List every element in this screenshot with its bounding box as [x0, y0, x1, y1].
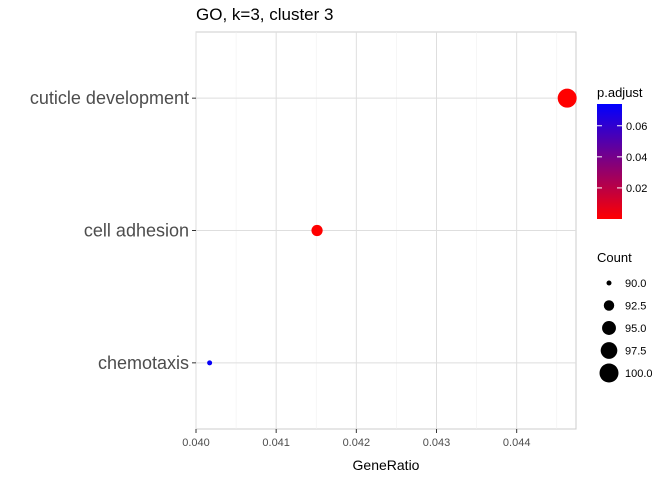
x-tick-label: 0.041: [262, 437, 290, 449]
y-tick-label: cuticle development: [30, 88, 189, 108]
size-legend-label: 100.0: [625, 368, 653, 380]
size-legend-key: [599, 363, 619, 383]
color-legend-label: 0.06: [626, 121, 647, 133]
color-legend-bar: [597, 104, 622, 219]
color-legend-title: p.adjust: [597, 85, 643, 100]
size-legend-label: 95.0: [625, 323, 646, 335]
size-legend-key: [600, 342, 618, 359]
size-legend-label: 92.5: [625, 301, 646, 313]
size-legend: Count 90.0 92.5 95.0 97.5 100.0: [597, 250, 653, 383]
data-points: [207, 88, 577, 366]
size-legend-key: [602, 321, 616, 335]
data-point: [557, 88, 577, 108]
y-tick-label: chemotaxis: [98, 353, 189, 373]
y-tick-label: cell adhesion: [84, 221, 189, 241]
data-point: [311, 224, 323, 237]
color-legend-label: 0.02: [626, 183, 647, 195]
x-tick-label: 0.044: [503, 437, 531, 449]
chart-title: GO, k=3, cluster 3: [196, 5, 333, 24]
x-tick-label: 0.042: [343, 437, 371, 449]
size-legend-key: [603, 300, 615, 311]
data-point: [207, 360, 213, 366]
y-axis-labels: cuticle development cell adhesion chemotax…: [30, 88, 196, 373]
color-legend-ticks: 0.02 0.04 0.06: [597, 121, 647, 195]
x-tick-label: 0.043: [423, 437, 451, 449]
color-legend-label: 0.04: [626, 152, 647, 164]
x-tick-label: 0.040: [182, 437, 210, 449]
color-legend: p.adjust 0.02 0.04 0.06: [597, 85, 647, 219]
size-legend-label: 90.0: [625, 278, 646, 290]
size-legend-key: [606, 280, 612, 286]
size-legend-keys: 90.0 92.5 95.0 97.5 100.0: [599, 278, 653, 383]
x-axis-ticks: 0.040 0.041 0.042 0.043 0.044: [182, 429, 530, 449]
x-axis-title: GeneRatio: [353, 457, 420, 473]
size-legend-label: 97.5: [625, 346, 646, 358]
size-legend-title: Count: [597, 250, 632, 265]
